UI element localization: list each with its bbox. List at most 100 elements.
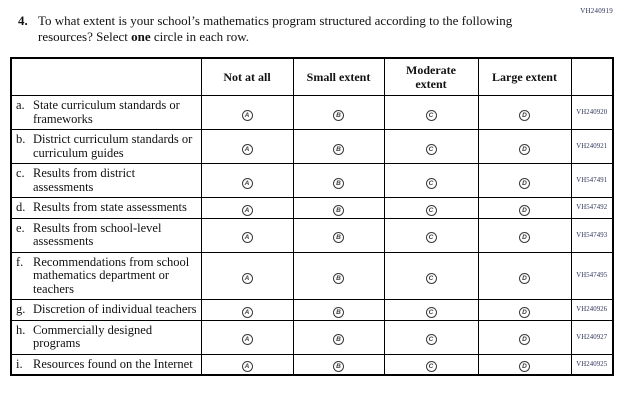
- option-cell-not-at-all: A: [200, 95, 294, 130]
- option-circle-a[interactable]: A: [241, 232, 253, 243]
- row-code: VH240920: [570, 95, 614, 130]
- row-letter: a.: [16, 98, 25, 112]
- option-circle-a[interactable]: A: [241, 334, 253, 345]
- row-code: VH547495: [570, 251, 614, 300]
- row-label: District curriculum standards or curricu…: [33, 132, 193, 160]
- row-letter: d.: [16, 200, 26, 214]
- option-cell-large-extent: D: [477, 95, 572, 130]
- question-number: 4.: [18, 13, 28, 28]
- option-circle-d[interactable]: D: [519, 334, 530, 345]
- row-label: Discretion of individual teachers: [33, 302, 197, 316]
- table-row: f. Recommendations from school mathemati…: [10, 251, 614, 300]
- header-large-extent: Large extent: [477, 57, 572, 96]
- option-circle-b[interactable]: B: [333, 143, 344, 155]
- option-circle-b[interactable]: B: [333, 109, 344, 121]
- option-circle-c[interactable]: C: [425, 361, 437, 373]
- option-circle-a[interactable]: A: [241, 272, 253, 284]
- option-letter-d: D: [522, 363, 527, 371]
- option-cell-not-at-all: A: [200, 129, 294, 164]
- option-circle-c[interactable]: C: [425, 177, 437, 189]
- option-circle-a[interactable]: A: [241, 306, 253, 318]
- option-cell-moderate-extent: C: [383, 299, 479, 321]
- option-circle-d[interactable]: D: [519, 306, 530, 318]
- option-letter-d: D: [522, 145, 527, 153]
- option-cell-large-extent: D: [477, 251, 572, 300]
- option-circle-c[interactable]: C: [425, 109, 437, 121]
- row-label-cell: e. Results from school-level assessments: [10, 217, 202, 253]
- row-label-cell: g. Discretion of individual teachers: [10, 299, 202, 321]
- option-circle-a[interactable]: A: [241, 109, 253, 121]
- option-circle-b[interactable]: B: [333, 334, 344, 345]
- question-text-part1: To what extent is your school’s mathemat…: [38, 13, 513, 44]
- option-circle-b[interactable]: B: [333, 272, 344, 284]
- table-row: c. Results from district assessments A B…: [10, 163, 614, 198]
- option-cell-moderate-extent: C: [383, 319, 479, 355]
- header-not-at-all: Not at all: [200, 57, 294, 96]
- option-cell-moderate-extent: C: [383, 197, 479, 219]
- table-row: g. Discretion of individual teachers A B…: [10, 299, 614, 321]
- option-letter-b: B: [336, 111, 341, 119]
- header-code-blank: [570, 57, 614, 96]
- option-circle-d[interactable]: D: [519, 232, 530, 243]
- option-circle-c[interactable]: C: [425, 232, 437, 243]
- option-letter-b: B: [336, 308, 341, 316]
- question-text: To what extent is your school’s mathemat…: [38, 13, 551, 45]
- option-circle-d[interactable]: D: [519, 272, 530, 284]
- header-small-extent: Small extent: [292, 57, 385, 96]
- option-circle-d[interactable]: D: [519, 143, 530, 155]
- option-cell-small-extent: B: [292, 251, 385, 300]
- option-cell-small-extent: B: [292, 319, 385, 355]
- option-circle-b[interactable]: B: [333, 204, 344, 216]
- option-circle-c[interactable]: C: [425, 272, 437, 284]
- option-letter-b: B: [336, 363, 341, 371]
- option-cell-small-extent: B: [292, 217, 385, 253]
- row-letter: f.: [16, 254, 24, 269]
- row-code: VH547492: [570, 197, 614, 219]
- table-row: e. Results from school-level assessments…: [10, 217, 614, 253]
- option-cell-small-extent: B: [292, 299, 385, 321]
- option-cell-moderate-extent: C: [383, 163, 479, 198]
- option-circle-d[interactable]: D: [519, 361, 530, 373]
- table-row: i. Resources found on the Internet A B C…: [10, 353, 614, 376]
- row-label-cell: f. Recommendations from school mathemati…: [10, 251, 202, 300]
- row-label: State curriculum standards or frameworks: [33, 98, 180, 126]
- option-circle-c[interactable]: C: [425, 143, 437, 155]
- option-circle-d[interactable]: D: [519, 177, 530, 189]
- option-circle-b[interactable]: B: [333, 306, 344, 318]
- option-circle-d[interactable]: D: [519, 109, 530, 121]
- option-circle-a[interactable]: A: [241, 361, 253, 373]
- option-letter-a: A: [244, 336, 250, 343]
- option-letter-d: D: [522, 274, 527, 282]
- option-letter-b: B: [336, 234, 341, 241]
- option-cell-large-extent: D: [477, 353, 572, 376]
- row-code: VH547493: [570, 217, 614, 253]
- row-label-cell: i. Resources found on the Internet: [10, 353, 202, 376]
- option-letter-d: D: [522, 234, 527, 241]
- option-letter-c: C: [428, 206, 434, 214]
- option-circle-a[interactable]: A: [241, 204, 253, 216]
- option-circle-a[interactable]: A: [241, 143, 253, 155]
- option-letter-c: C: [428, 234, 434, 241]
- option-circle-b[interactable]: B: [333, 361, 344, 373]
- row-letter: i.: [16, 356, 23, 371]
- option-letter-c: C: [428, 336, 434, 343]
- option-cell-moderate-extent: C: [383, 217, 479, 253]
- header-row: Not at all Small extent Moderate extent …: [10, 57, 614, 96]
- option-cell-small-extent: B: [292, 95, 385, 130]
- question-text-bold: one: [131, 29, 151, 44]
- option-cell-large-extent: D: [477, 197, 572, 219]
- option-circle-c[interactable]: C: [425, 204, 437, 216]
- option-circle-c[interactable]: C: [425, 334, 437, 345]
- option-circle-c[interactable]: C: [425, 306, 437, 318]
- option-circle-a[interactable]: A: [241, 177, 253, 189]
- option-circle-b[interactable]: B: [333, 232, 344, 243]
- option-cell-moderate-extent: C: [383, 251, 479, 300]
- option-letter-b: B: [336, 145, 341, 153]
- form-code-top: VH240919: [580, 7, 613, 15]
- row-label: Results from school-level assessments: [33, 220, 162, 248]
- row-label: Recommendations from school mathematics …: [33, 254, 190, 296]
- option-letter-c: C: [428, 308, 434, 316]
- option-circle-b[interactable]: B: [333, 177, 344, 189]
- option-letter-a: A: [244, 179, 250, 187]
- option-circle-d[interactable]: D: [519, 204, 530, 216]
